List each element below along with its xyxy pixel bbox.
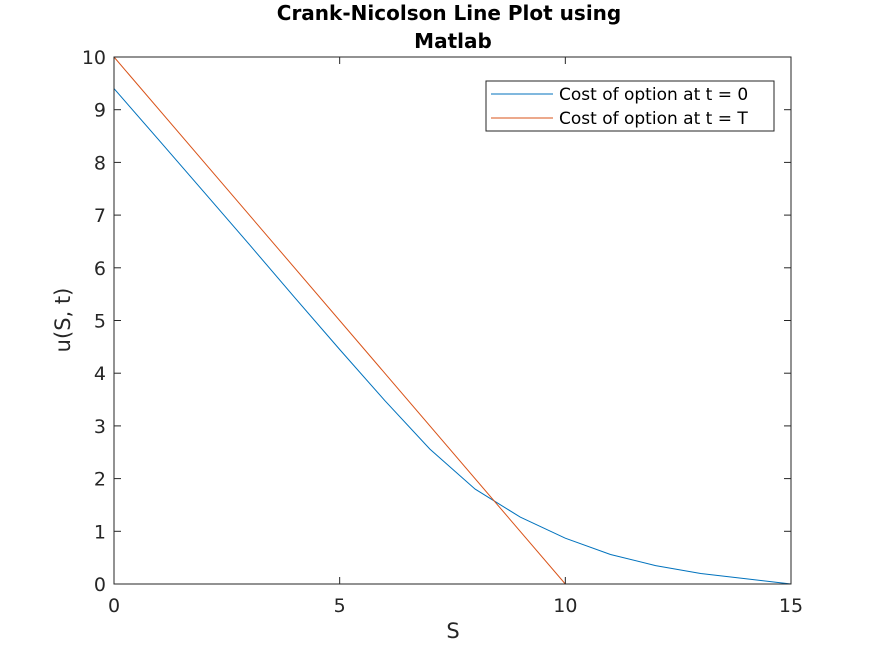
y-tick-label: 4 [94,363,106,385]
legend-box [485,80,775,132]
y-tick-label: 8 [94,152,106,174]
y-axis-label: u(S, t) [51,288,75,353]
series-line-0 [113,88,792,585]
x-tick-label: 0 [108,595,120,617]
chart-title-line-1: Crank-Nicolson Line Plot using [277,1,621,25]
x-axis-label: S [446,619,459,643]
y-tick-label: 7 [94,205,106,227]
y-tick-label: 5 [94,311,106,333]
x-tick-label: 15 [779,595,803,617]
y-tick-label: 6 [94,258,106,280]
y-tick-label: 1 [94,521,106,543]
legend: Cost of option at t = 0 Cost of option a… [485,80,775,132]
y-tick-label: 3 [94,416,106,438]
legend-label-series-0: Cost of option at t = 0 [559,85,748,105]
x-tick-label: 10 [553,595,577,617]
plot-area [114,57,791,584]
y-tick-label: 9 [94,100,106,122]
chart-title-line-2: Matlab [414,29,492,53]
y-tick-label: 0 [94,574,106,596]
legend-label-series-1: Cost of option at t = T [559,109,748,129]
y-tick-label: 10 [82,47,106,69]
x-tick-label: 5 [334,595,346,617]
tick-layer: 0 5 10 15 0 1 2 3 4 5 6 7 8 9 10 [82,47,803,617]
y-tick-label: 2 [94,469,106,491]
